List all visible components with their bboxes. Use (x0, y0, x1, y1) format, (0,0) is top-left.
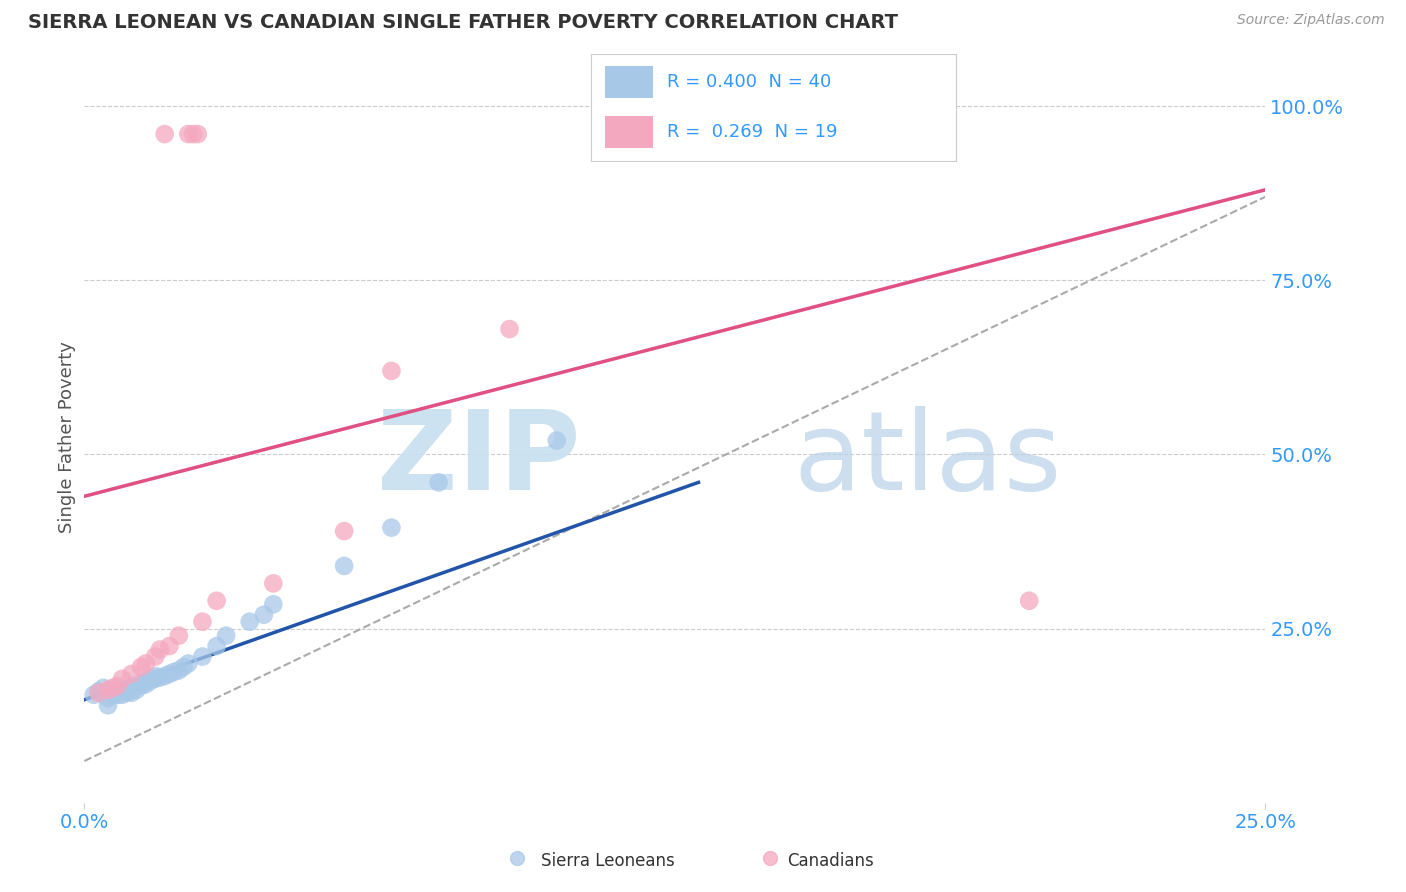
Point (97, 682, 120, 697)
Bar (605, 116, 652, 148)
Text: SIERRA LEONEAN VS CANADIAN SINGLE FATHER POVERTY CORRELATION CHART: SIERRA LEONEAN VS CANADIAN SINGLE FATHER… (28, 13, 898, 32)
Point (115, 686, 138, 700)
Point (153, 127, 176, 141)
Point (191, 649, 214, 664)
Point (205, 594, 228, 608)
Point (181, 127, 204, 141)
Point (135, 673, 157, 688)
Point (111, 688, 134, 702)
Point (83, 688, 105, 702)
Point (205, 639, 228, 653)
Point (191, 615, 214, 629)
Point (91, 681, 114, 695)
Point (167, 629, 190, 643)
Point (107, 684, 129, 698)
Point (129, 676, 152, 690)
Point (149, 670, 172, 684)
Point (333, 524, 356, 538)
Point (107, 688, 129, 702)
Text: Source: ZipAtlas.com: Source: ZipAtlas.com (1237, 13, 1385, 28)
Point (498, 322, 520, 336)
Point (157, 639, 180, 653)
Point (135, 677, 157, 691)
Point (139, 673, 162, 688)
Bar (605, 66, 652, 98)
Y-axis label: Single Father Poverty: Single Father Poverty (58, 341, 76, 533)
Point (143, 672, 166, 686)
Point (239, 615, 262, 629)
Point (157, 667, 180, 681)
Point (187, 127, 209, 141)
Point (177, 127, 200, 141)
Point (121, 679, 143, 693)
Text: Sierra Leoneans: Sierra Leoneans (541, 852, 675, 870)
Point (1018, 594, 1040, 608)
Point (253, 607, 276, 622)
Point (135, 657, 157, 671)
Point (759, 851, 782, 865)
Text: atlas: atlas (793, 406, 1062, 513)
Point (173, 660, 195, 674)
Point (143, 669, 166, 683)
Point (87, 684, 110, 698)
Point (506, 851, 529, 865)
Point (153, 669, 176, 683)
Text: Canadians: Canadians (787, 852, 875, 870)
Point (427, 475, 450, 490)
Point (129, 679, 152, 693)
Text: R = 0.400  N = 40: R = 0.400 N = 40 (668, 73, 831, 91)
Text: ZIP: ZIP (377, 406, 581, 513)
Point (101, 688, 124, 702)
Point (107, 679, 129, 693)
Point (167, 664, 190, 678)
Point (380, 364, 402, 378)
Point (262, 576, 284, 591)
Point (380, 521, 402, 535)
Point (121, 681, 143, 695)
Point (115, 682, 138, 697)
Point (215, 629, 238, 643)
Point (129, 660, 152, 674)
Point (121, 686, 143, 700)
Point (121, 667, 143, 681)
Point (177, 657, 200, 671)
Point (111, 672, 134, 686)
Point (333, 558, 356, 573)
Point (111, 682, 134, 697)
Point (97, 698, 120, 713)
Text: R =  0.269  N = 19: R = 0.269 N = 19 (668, 123, 838, 141)
Point (143, 649, 166, 664)
Point (97, 691, 120, 706)
Point (101, 681, 124, 695)
Point (87, 686, 110, 700)
Point (163, 665, 186, 679)
Point (262, 597, 284, 611)
Point (546, 434, 568, 448)
Point (149, 642, 172, 657)
Point (125, 682, 148, 697)
